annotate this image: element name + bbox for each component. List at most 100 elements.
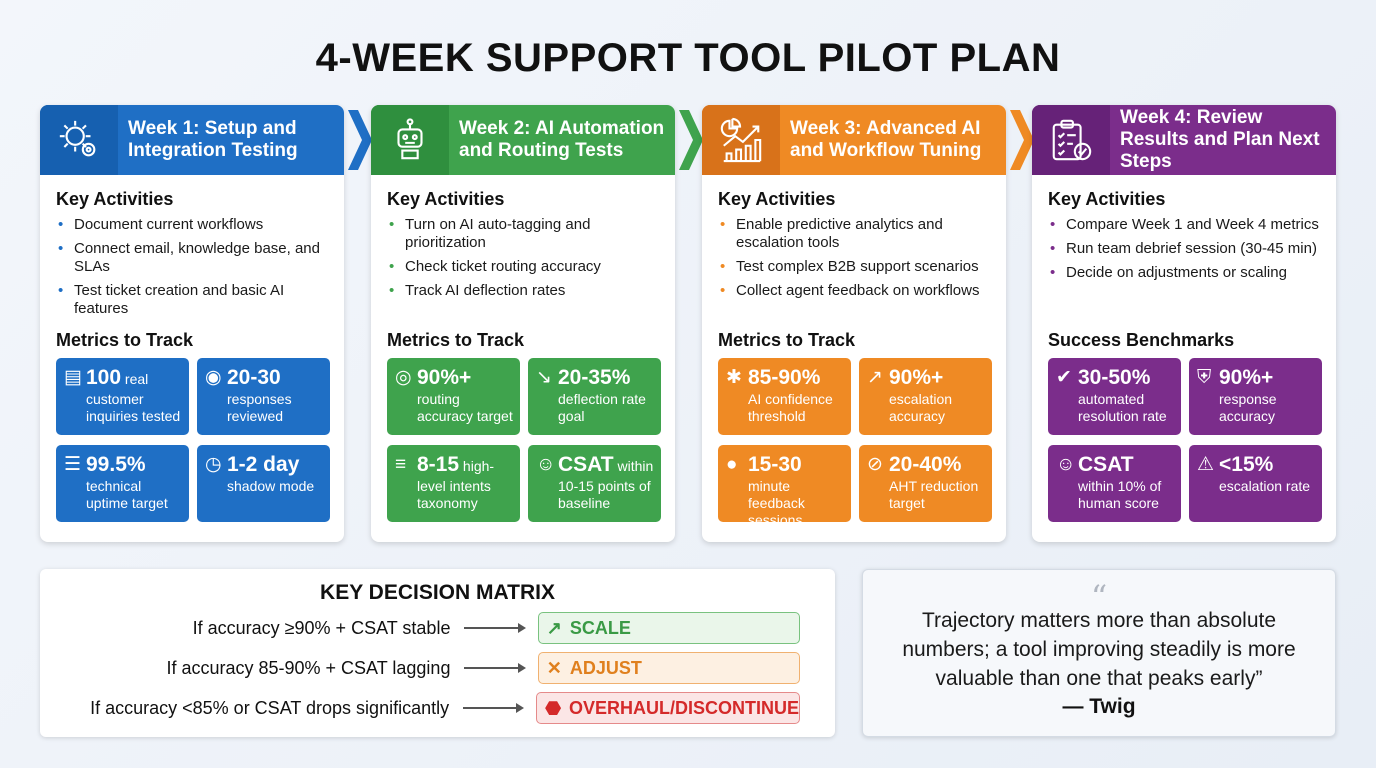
metric-tile: ✔ 30-50% automated resolution rate [1048, 358, 1181, 435]
metric-value: 85-90% [748, 366, 821, 389]
trend-up-icon: ↗ [546, 617, 562, 638]
activities-list: Compare Week 1 and Week 4 metrics Run tea… [1050, 216, 1320, 282]
decision-matrix: KEY DECISION MATRIX If accuracy ≥90% + C… [40, 569, 835, 737]
metrics-heading: Metrics to Track [718, 330, 856, 350]
metric-value: 8-15 [417, 453, 460, 476]
week-3-card: Week 3: Advanced AI and Workflow Tuning … [702, 105, 1034, 542]
metric-label: within 10% of human score [1078, 478, 1162, 511]
metric-label: escalation accuracy [889, 391, 953, 424]
week-3-header: Week 3: Advanced AI and Workflow Tuning [702, 105, 1034, 175]
arrow-right-icon [464, 623, 527, 633]
metric-tile: ▤ 100 real customer inquiries tested [56, 358, 189, 435]
activities-list: Document current workflows Connect email,… [58, 216, 328, 318]
metrics-grid: ✔ 30-50% automated resolution rate ⛨ 90%… [1048, 358, 1322, 522]
week-4-header: Week 4: Review Results and Plan Next Ste… [1032, 105, 1336, 175]
metric-tile: ◷ 1-2 day shadow mode [197, 445, 330, 522]
week-title: Week 1: Setup and Integration Testing [128, 118, 298, 161]
metric-tile: ☰ 99.5% technical uptime target [56, 445, 189, 522]
trend-down-icon: ↘ [536, 367, 552, 388]
smiley-icon: ☺ [536, 454, 556, 475]
metric-value-suffix: within [613, 458, 654, 474]
activity-item: Compare Week 1 and Week 4 metrics [1050, 216, 1320, 234]
activities-list: Turn on AI auto-tagging and prioritizati… [389, 216, 659, 300]
metric-label: 10-15 points of baseline [558, 478, 651, 511]
metric-label: routing accuracy target [417, 391, 513, 424]
decision-result: ↗ SCALE [537, 612, 800, 644]
quote-box: “ Trajectory matters more than absolute … [862, 569, 1336, 737]
decision-row: If accuracy <85% or CSAT drops significa… [40, 692, 800, 724]
week-2-header: Week 2: AI Automation and Routing Tests [371, 105, 703, 175]
activities-heading: Key Activities [56, 189, 174, 209]
metric-tile: ☺ CSAT within 10-15 points of baseline [528, 445, 661, 522]
activity-item: Run team debrief session (30-45 min) [1050, 240, 1320, 258]
warning-icon: ⚠ [1197, 454, 1215, 475]
decision-matrix-title: KEY DECISION MATRIX [320, 581, 555, 604]
metrics-heading: Metrics to Track [56, 330, 194, 350]
metric-tile: ✱ 85-90% AI confidence threshold [718, 358, 851, 435]
metric-tile: ⛨ 90%+ response accuracy [1189, 358, 1322, 435]
shield-icon: ⛨ [1197, 367, 1212, 388]
trend-up-icon: ↗ [867, 367, 883, 388]
arrow-right-icon [464, 663, 527, 673]
metric-value: 1-2 day [227, 453, 300, 476]
week-title: Week 2: AI Automation and Routing Tests [459, 118, 665, 161]
week-2-card: Week 2: AI Automation and Routing Tests … [371, 105, 703, 542]
checklist-icon [1032, 105, 1110, 175]
decision-condition: If accuracy ≥90% + CSAT stable [192, 617, 451, 638]
metric-tile: ↘ 20-35% deflection rate goal [528, 358, 661, 435]
activities-heading: Key Activities [1048, 189, 1166, 209]
chevron-right-icon [348, 110, 372, 170]
activities-list: Enable predictive analytics and escalati… [720, 216, 990, 300]
decision-row: If accuracy ≥90% + CSAT stable ↗ SCALE [40, 612, 800, 644]
quote-author: — Twig [1062, 695, 1136, 718]
metric-tile: ◉ 20-30 responses reviewed [197, 358, 330, 435]
metric-label: automated resolution rate [1078, 391, 1167, 424]
metrics-grid: ✱ 85-90% AI confidence threshold ↗ 90%+ … [718, 358, 992, 528]
page-title: 4-WEEK SUPPORT TOOL PILOT PLAN [315, 36, 1061, 80]
tools-icon: ✕ [546, 657, 562, 678]
activity-item: Track AI deflection rates [389, 282, 659, 300]
arrow-right-icon [463, 703, 525, 713]
metrics-heading: Success Benchmarks [1048, 330, 1235, 350]
week-1-card: Week 1: Setup and Integration Testing Ke… [40, 105, 372, 542]
eye-icon: ◉ [205, 367, 222, 388]
clock-icon: ◷ [205, 454, 222, 475]
metrics-grid: ▤ 100 real customer inquiries tested ◉ 2… [56, 358, 330, 522]
metric-tile: ◎ 90%+ routing accuracy target [387, 358, 520, 435]
activity-item: Test ticket creation and basic AI featur… [58, 282, 328, 318]
activity-item: Connect email, knowledge base, and SLAs [58, 240, 328, 276]
activity-item: Enable predictive analytics and escalati… [720, 216, 990, 252]
metric-tile: ☺ CSAT within 10% of human score [1048, 445, 1181, 522]
metric-tile: ≡ 8-15 high- level intents taxonomy [387, 445, 520, 522]
stop-icon: ⬣ [545, 697, 561, 718]
metric-label: responses reviewed [227, 391, 292, 424]
metric-tile: ● 15-30 minute feedback sessions [718, 445, 851, 528]
activity-item: Collect agent feedback on workflows [720, 282, 990, 300]
metric-value: 99.5% [86, 453, 146, 476]
metric-value: 30-50% [1078, 366, 1151, 389]
week-title: Week 4: Review Results and Plan Next Ste… [1120, 107, 1320, 172]
decision-result-label: ADJUST [569, 657, 642, 678]
metric-tile: ↗ 90%+ escalation accuracy [859, 358, 992, 435]
quote-text: Trajectory matters more than absolute nu… [902, 609, 1296, 690]
metric-value: CSAT [558, 453, 614, 476]
metric-label: AI confidence threshold [748, 391, 833, 424]
metric-value-suffix: real [121, 371, 149, 387]
metrics-grid: ◎ 90%+ routing accuracy target ↘ 20-35% … [387, 358, 661, 522]
gauge-icon: ⊘ [867, 454, 883, 475]
metric-value: 100 [86, 366, 122, 389]
quote-mark-icon: “ [1090, 578, 1108, 616]
metric-label: shadow mode [227, 478, 315, 494]
week-1-header: Week 1: Setup and Integration Testing [40, 105, 372, 175]
robot-icon [371, 105, 449, 175]
metric-label: minute feedback sessions [748, 478, 805, 528]
decision-condition: If accuracy <85% or CSAT drops significa… [90, 697, 450, 718]
list-icon: ≡ [395, 454, 407, 475]
metric-value: 90%+ [417, 366, 472, 389]
document-icon: ▤ [64, 367, 82, 388]
activity-item: Test complex B2B support scenarios [720, 258, 990, 276]
target-icon: ◎ [395, 367, 412, 388]
week-4-card: Week 4: Review Results and Plan Next Ste… [1032, 105, 1336, 542]
server-icon: ☰ [64, 454, 82, 475]
activities-heading: Key Activities [718, 189, 836, 209]
